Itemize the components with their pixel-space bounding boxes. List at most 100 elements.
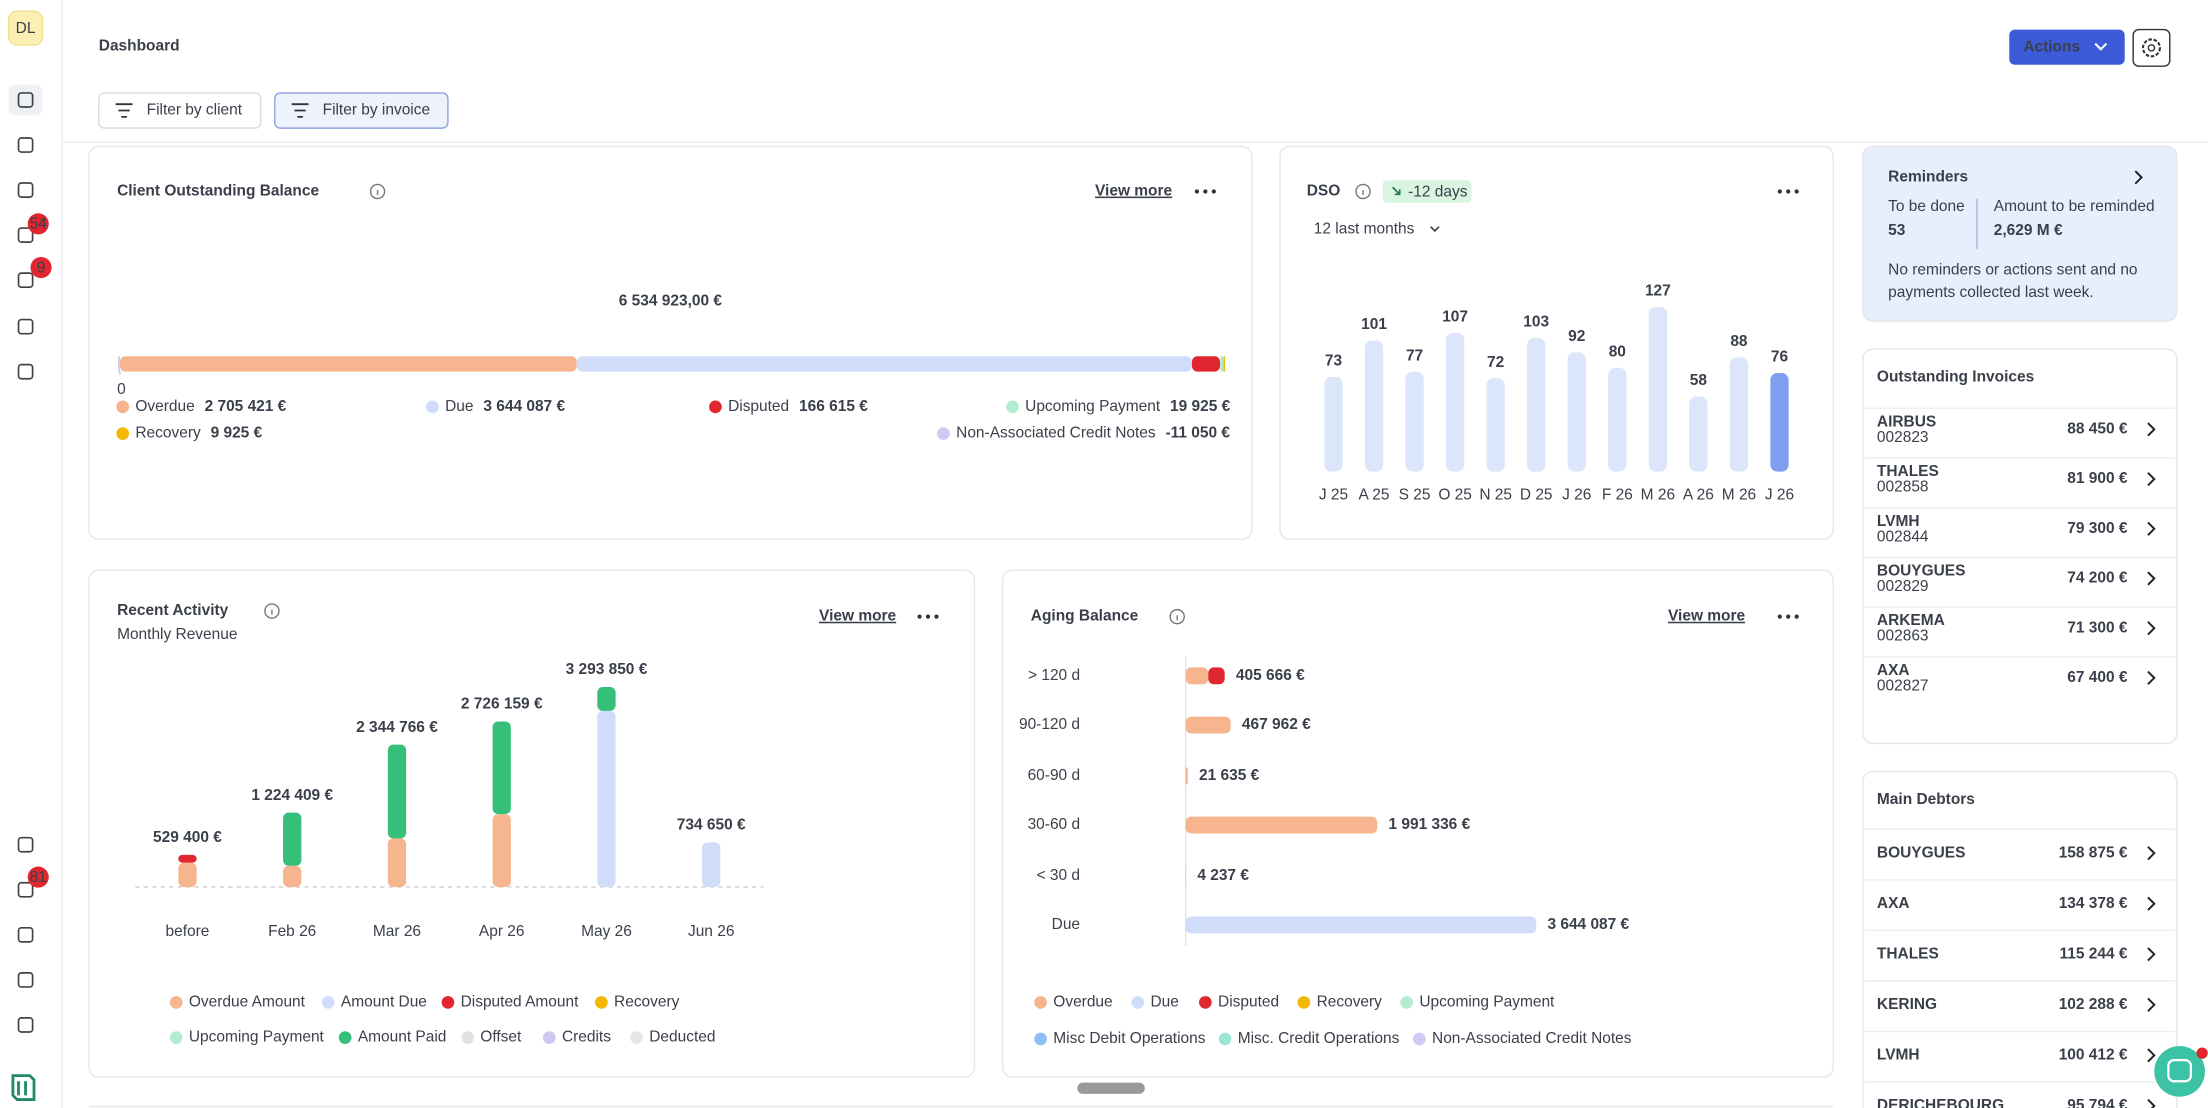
invoice-number: 002844 [1877, 528, 1929, 545]
client-name: DERICHEBOURG [1877, 1097, 2004, 1108]
filter-label: Filter by client [147, 102, 243, 119]
legend-swatch [169, 1031, 183, 1044]
badge [30, 256, 52, 279]
page-title: Dashboard [99, 38, 180, 55]
settings-button[interactable] [2132, 28, 2171, 67]
value-label: 103 [1523, 314, 1549, 331]
bar-segment [1208, 667, 1225, 685]
nav-icon[interactable] [17, 272, 34, 289]
nav-icon[interactable] [17, 363, 34, 380]
settings-icon [2141, 38, 2161, 58]
invoice-amount: 74 200 € [2067, 570, 2128, 587]
stat-label: Amount to be reminded [1994, 198, 2155, 215]
total-label: 405 666 € [1236, 667, 1305, 684]
trend-arrow [1392, 186, 1401, 196]
bar [1486, 378, 1505, 472]
avatar [7, 10, 44, 46]
legend-swatch [1034, 1032, 1047, 1046]
dropdown-icon [2094, 42, 2108, 51]
nav-icon[interactable] [17, 137, 34, 153]
actions-button[interactable] [2009, 29, 2125, 65]
client-name: KERING [1877, 996, 1937, 1013]
nav-icon[interactable] [17, 881, 34, 898]
chat-icon [2167, 1059, 2193, 1083]
filter-button[interactable] [98, 92, 262, 129]
x-tick-label: N 25 [1479, 487, 1512, 504]
card [1862, 145, 2178, 322]
card [1862, 348, 2178, 745]
category-label: 60-90 d [1028, 767, 1080, 784]
category-label: < 30 d [1037, 867, 1080, 884]
nav-icon[interactable] [17, 227, 34, 243]
list-row[interactable] [1864, 880, 2175, 929]
legend-swatch [1218, 1032, 1232, 1046]
filter-button[interactable] [274, 92, 449, 129]
more-menu[interactable] [1777, 189, 1799, 194]
value-label: 73 [1325, 353, 1343, 370]
nav-icon[interactable] [17, 1017, 34, 1033]
dropdown-icon [1430, 226, 1440, 233]
invoice-number: 002858 [1877, 479, 1929, 496]
logo [11, 1074, 36, 1101]
bar [1729, 357, 1749, 472]
legend-value: 2 705 421 € [205, 398, 287, 415]
nav-icon[interactable] [17, 971, 34, 988]
x-tick-label: Jun 26 [688, 923, 734, 940]
chevron-icon [2147, 997, 2156, 1012]
legend-swatch [937, 427, 950, 440]
dot [934, 614, 939, 619]
legend-label: Amount Paid [358, 1029, 447, 1046]
nav-icon[interactable] [17, 92, 34, 108]
bar-segment [1191, 356, 1221, 372]
view-more-link[interactable]: View more [1095, 183, 1172, 200]
total-amount: 6 534 923,00 € [619, 292, 723, 309]
card-title: Client Outstanding Balance [117, 183, 319, 200]
bar [1405, 371, 1424, 472]
legend-swatch [595, 996, 608, 1009]
total-label: 4 237 € [1197, 867, 1249, 884]
view-more-link[interactable]: View more [819, 608, 896, 625]
view-more-link[interactable]: View more [1668, 608, 1745, 625]
legend-swatch [1297, 996, 1311, 1009]
chat-button[interactable] [2154, 1046, 2205, 1097]
nav-icon[interactable] [17, 318, 34, 335]
badge-count: 54 [30, 216, 48, 233]
total-label: 2 726 159 € [461, 696, 543, 713]
bar-segment [283, 865, 302, 887]
bar [1324, 376, 1343, 472]
value-label: 92 [1568, 328, 1585, 345]
legend-label: Upcoming Payment [1419, 994, 1555, 1011]
value-label: 88 [1730, 333, 1748, 350]
value-label: 101 [1361, 316, 1387, 333]
invoice-number: 002827 [1877, 677, 1929, 694]
category-label: 30-60 d [1028, 816, 1080, 833]
nav-icon[interactable] [17, 836, 34, 853]
debt-amount: 115 244 € [2060, 945, 2128, 962]
avatar-text: DL [16, 20, 36, 37]
bar [1770, 373, 1789, 472]
card [88, 145, 1253, 540]
total-label: 1 991 336 € [1388, 816, 1470, 833]
nav-icon[interactable] [17, 182, 34, 198]
more-menu[interactable] [917, 614, 939, 619]
value-label: 58 [1690, 372, 1708, 389]
reminders-message: payments collected last week. [1888, 284, 2093, 301]
legend-swatch [426, 400, 439, 414]
bar-segment [387, 744, 407, 839]
dot [917, 614, 922, 619]
period-select[interactable]: 12 last months [1314, 221, 1415, 238]
nav-icon[interactable] [17, 926, 34, 943]
more-menu[interactable] [1777, 614, 1799, 619]
total-label: 529 400 € [153, 829, 222, 846]
more-menu[interactable] [1194, 189, 1216, 194]
legend-label: Misc. Credit Operations [1238, 1030, 1400, 1047]
debt-amount: 134 378 € [2059, 895, 2128, 912]
x-tick-label: J 25 [1319, 487, 1348, 504]
invoice-amount: 81 900 € [2067, 470, 2128, 487]
legend-value: 9 925 € [211, 425, 263, 442]
x-tick-label: D 25 [1520, 487, 1553, 504]
debt-amount: 158 875 € [2059, 844, 2128, 861]
legend-label: Deducted [649, 1029, 715, 1046]
legend-swatch [441, 996, 455, 1009]
dot [1211, 189, 1216, 194]
